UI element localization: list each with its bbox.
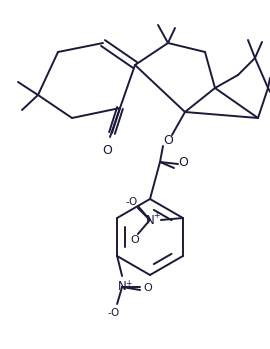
Text: +: + <box>153 211 159 221</box>
Text: +: + <box>125 279 131 288</box>
Text: -O: -O <box>108 308 120 318</box>
Text: O: O <box>102 144 112 157</box>
Text: O: O <box>163 134 173 147</box>
Text: N: N <box>146 214 154 227</box>
Text: N: N <box>118 281 126 294</box>
Text: O: O <box>178 156 188 170</box>
Text: O: O <box>144 283 153 293</box>
Text: O: O <box>130 235 139 245</box>
Text: -O: -O <box>126 197 138 207</box>
